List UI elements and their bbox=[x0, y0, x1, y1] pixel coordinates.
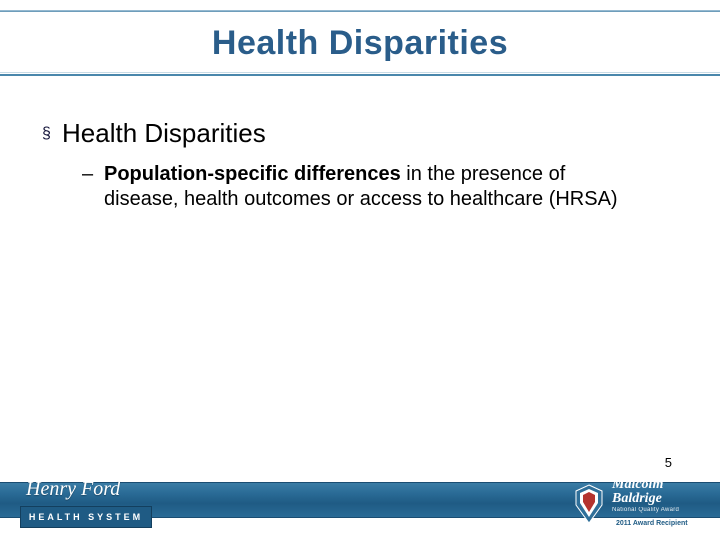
bullet-level-1: § Health Disparities bbox=[42, 118, 680, 148]
level2-bold-lead: Population-specific differences bbox=[104, 163, 401, 185]
slide: Health Disparities § Health Disparities … bbox=[0, 0, 720, 540]
title-underline bbox=[0, 72, 720, 78]
baldrige-badge: 2011 Award Recipient bbox=[612, 519, 692, 528]
content-area: § Health Disparities – Population-specif… bbox=[42, 118, 680, 212]
henry-ford-logo: Henry Ford HEALTH SYSTEM bbox=[20, 476, 152, 532]
slide-title: Health Disparities bbox=[0, 24, 720, 63]
baldrige-mark-icon bbox=[572, 483, 606, 525]
level2-text: Population-specific differences in the p… bbox=[100, 162, 620, 212]
health-system-bar: HEALTH SYSTEM bbox=[20, 506, 152, 528]
dash-bullet-icon: – bbox=[82, 162, 100, 212]
bullet-level-2: – Population-specific differences in the… bbox=[82, 162, 680, 212]
henry-ford-script: Henry Ford bbox=[26, 478, 120, 501]
baldrige-name: Malcolm Baldrige bbox=[612, 478, 702, 507]
baldrige-subline: National Quality Award bbox=[612, 507, 702, 513]
baldrige-text: Malcolm Baldrige National Quality Award … bbox=[612, 478, 702, 530]
baldrige-logo: Malcolm Baldrige National Quality Award … bbox=[572, 480, 702, 528]
top-rule bbox=[0, 10, 720, 12]
page-number: 5 bbox=[665, 455, 672, 470]
level1-text: Health Disparities bbox=[56, 118, 266, 148]
square-bullet-icon: § bbox=[42, 118, 56, 148]
